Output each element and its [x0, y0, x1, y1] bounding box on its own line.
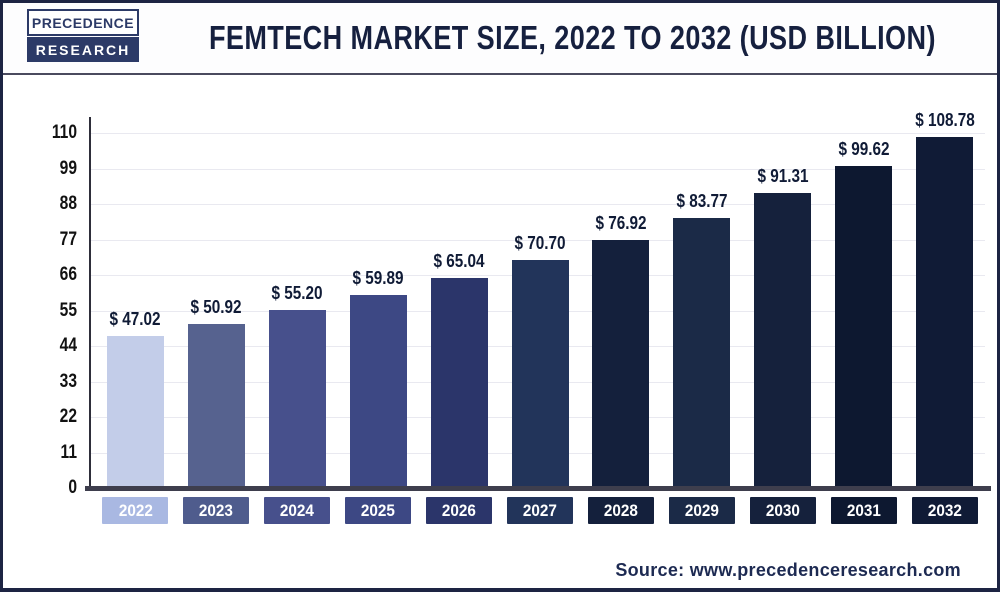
grid-line [89, 239, 985, 241]
bar-value-label: $ 70.70 [514, 232, 566, 253]
bar [592, 239, 650, 488]
logo-line1: PRECEDENCE [27, 9, 139, 36]
bar-value-label: $ 55.20 [271, 282, 323, 303]
bar-value-label: $ 47.02 [109, 309, 161, 330]
bar-value-label: $ 65.04 [433, 251, 485, 272]
x-tick-box: 2023 [183, 497, 250, 524]
x-tick-label: 2030 [765, 500, 800, 520]
x-tick-label: 2027 [522, 500, 558, 520]
bar [511, 259, 569, 488]
bar-value-label: $ 108.78 [914, 109, 975, 130]
x-tick-label: 2025 [361, 500, 396, 520]
x-tick-label: 2031 [846, 500, 881, 520]
precedence-research-logo: PRECEDENCE RESEARCH [27, 9, 139, 62]
grid-line [89, 168, 985, 170]
x-tick-label: 2022 [118, 500, 153, 520]
bar [835, 166, 893, 488]
bar-value-label: $ 59.89 [352, 267, 404, 288]
chart-title: FEMTECH MARKET SIZE, 2022 TO 2032 (USD B… [208, 19, 936, 56]
x-tick-label: 2023 [199, 500, 234, 520]
bar [430, 278, 488, 488]
logo-line2: RESEARCH [27, 37, 139, 62]
y-tick-label: 55 [59, 299, 77, 321]
bar [916, 136, 974, 488]
x-tick-box: 2029 [668, 497, 735, 524]
bar [349, 294, 407, 488]
source-attribution: Source: www.precedenceresearch.com [615, 560, 961, 580]
x-tick-box: 2025 [345, 497, 412, 524]
grid-line [89, 204, 985, 205]
x-tick-box: 2031 [830, 497, 897, 524]
y-tick-label: 99 [59, 157, 77, 179]
bar-value-label: $ 76.92 [595, 212, 647, 233]
header: PRECEDENCE RESEARCH FEMTECH MARKET SIZE,… [3, 3, 997, 75]
x-tick-label: 2032 [927, 500, 962, 520]
x-tick-label: 2024 [280, 500, 315, 520]
x-tick-label: 2029 [684, 500, 719, 520]
y-tick-label: 22 [59, 406, 77, 427]
bar-value-label: $ 91.31 [757, 166, 809, 187]
y-tick-label: 44 [59, 335, 77, 356]
bar-value-label: $ 50.92 [190, 296, 242, 317]
y-tick-label: 33 [59, 370, 77, 392]
x-axis-line [85, 486, 991, 491]
bar-value-label: $ 99.62 [838, 139, 890, 160]
y-tick-label: 0 [68, 477, 77, 498]
x-tick-label: 2028 [603, 500, 638, 520]
y-axis-line [89, 117, 91, 488]
y-tick-label: 11 [60, 441, 77, 463]
bar [268, 309, 326, 488]
x-tick-label: 2026 [442, 500, 477, 520]
x-tick-box: 2032 [911, 497, 978, 524]
x-tick-box: 2028 [587, 497, 654, 524]
y-tick-label: 77 [59, 228, 77, 250]
grid-line [89, 133, 985, 134]
bar [187, 323, 245, 488]
bar [106, 336, 164, 488]
x-tick-box: 2024 [264, 497, 331, 524]
x-tick-box: 2030 [749, 497, 816, 524]
bar [754, 193, 812, 488]
bar-value-label: $ 83.77 [676, 190, 728, 211]
y-tick-label: 110 [51, 122, 77, 143]
bar-chart: 0 11 22 33 44 55 66 77 88 99 110 $ 47.02 2022 $ 50.92… [3, 3, 997, 588]
bar [673, 217, 731, 488]
x-tick-box: 2022 [102, 497, 169, 524]
x-tick-box: 2026 [426, 497, 493, 524]
y-tick-label: 66 [59, 264, 77, 285]
x-tick-box: 2027 [507, 497, 573, 524]
y-tick-label: 88 [59, 193, 77, 214]
